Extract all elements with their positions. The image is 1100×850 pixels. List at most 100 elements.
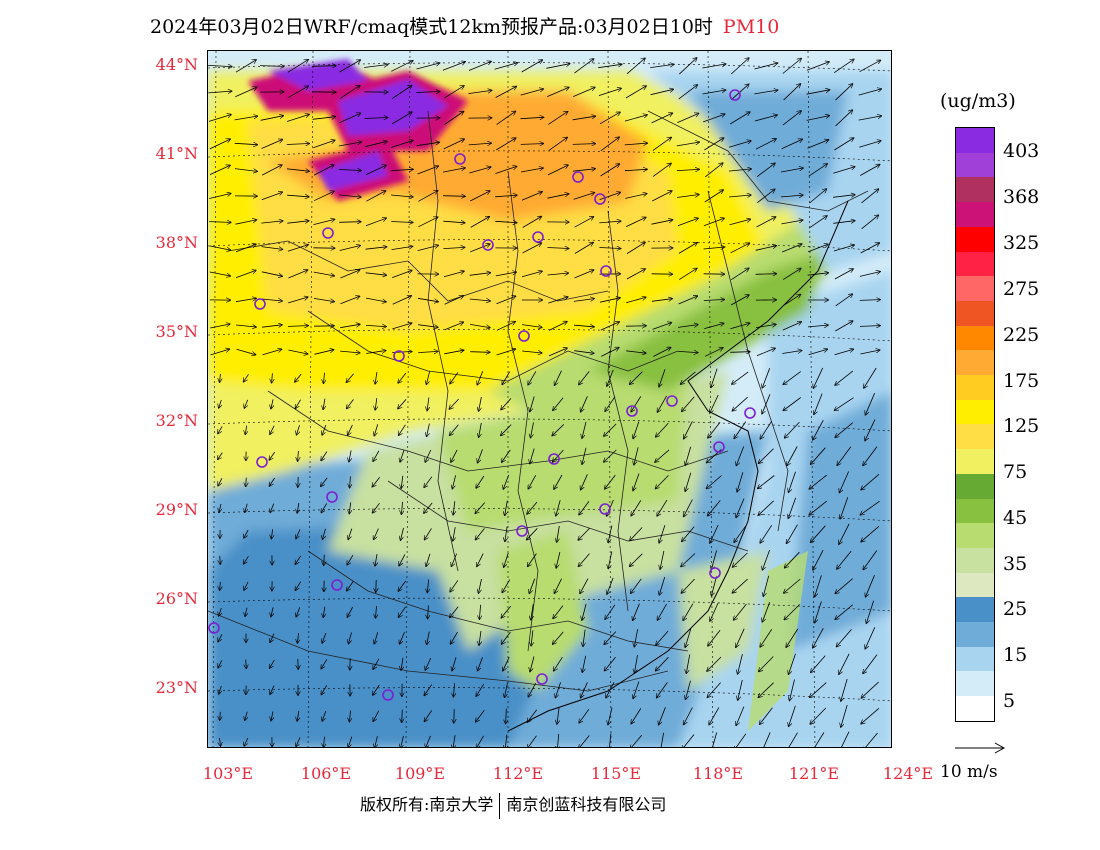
wind-arrow	[599, 112, 620, 125]
wind-arrow	[657, 499, 668, 516]
wind-arrow	[807, 325, 828, 327]
city-marker[interactable]	[326, 491, 338, 503]
city-marker[interactable]	[482, 239, 494, 251]
wind-arrow	[676, 169, 699, 170]
wind-arrow	[313, 219, 335, 225]
wind-arrow	[630, 734, 643, 747]
map-title: 2024年03月02日WRF/cmaq模式12km预报产品:03月02日10时 P…	[150, 12, 970, 39]
wind-arrow	[287, 326, 308, 327]
wind-arrow	[787, 732, 798, 747]
wind-arrow	[756, 163, 775, 178]
wind-arrow	[522, 243, 542, 254]
wind-arrow	[261, 221, 282, 223]
city-marker[interactable]	[594, 193, 606, 205]
wind-arrow	[451, 631, 458, 644]
wind-arrow	[271, 607, 273, 616]
wind-arrow	[347, 581, 354, 590]
wind-arrow	[244, 556, 249, 563]
city-marker[interactable]	[532, 231, 544, 243]
color-bar-segment	[956, 523, 994, 548]
wind-arrow	[426, 553, 431, 567]
wind-arrow	[365, 297, 386, 302]
wind-arrow	[684, 421, 693, 438]
city-marker[interactable]	[393, 350, 405, 362]
city-marker[interactable]	[600, 265, 612, 277]
city-marker[interactable]	[548, 453, 560, 465]
wind-arrow	[496, 111, 516, 125]
city-marker[interactable]	[256, 456, 268, 468]
wind-arrow	[269, 477, 275, 486]
wind-arrow	[286, 115, 309, 122]
wind-arrow	[606, 682, 615, 697]
city-marker[interactable]	[536, 673, 548, 685]
wind-arrow	[234, 143, 258, 144]
wind-arrow	[704, 323, 723, 329]
city-marker[interactable]	[709, 567, 721, 579]
wind-arrow	[338, 170, 361, 171]
wind-arrow	[656, 657, 669, 670]
wind-arrow	[476, 475, 485, 488]
wind-arrow	[398, 606, 406, 617]
wind-arrow	[287, 195, 309, 197]
wind-arrow	[704, 138, 723, 151]
city-marker[interactable]	[729, 89, 741, 101]
wind-arrow	[349, 632, 352, 644]
wind-arrow	[270, 503, 275, 513]
wind-arrow	[859, 141, 881, 148]
wind-arrow	[470, 191, 490, 202]
wind-reference-arrow	[955, 742, 1006, 754]
wind-arrow	[784, 604, 800, 619]
wind-arrow	[372, 477, 381, 486]
wind-arrow	[785, 551, 800, 568]
city-marker[interactable]	[254, 298, 266, 310]
color-bar-segment	[956, 226, 994, 252]
wind-arrow	[427, 579, 428, 593]
city-marker[interactable]	[208, 622, 220, 634]
wind-arrow	[495, 166, 516, 174]
city-marker[interactable]	[666, 395, 678, 407]
wind-arrow	[236, 348, 256, 354]
wind-arrow	[703, 218, 724, 227]
city-marker[interactable]	[518, 330, 530, 342]
pm10-map[interactable]	[207, 50, 892, 748]
wind-arrow	[235, 298, 256, 303]
city-marker[interactable]	[454, 153, 466, 165]
wind-arrow	[833, 221, 854, 224]
wind-arrow	[298, 450, 299, 461]
wind-arrow	[400, 449, 405, 462]
wind-arrow	[861, 189, 879, 204]
city-marker[interactable]	[626, 405, 638, 417]
wind-arrow	[477, 371, 484, 384]
wind-arrow	[624, 115, 647, 122]
wind-arrow	[557, 733, 558, 747]
city-marker[interactable]	[331, 579, 343, 591]
city-marker[interactable]	[322, 227, 334, 239]
legend-label: 175	[1003, 370, 1040, 392]
wind-arrow	[858, 116, 882, 121]
wind-arrow	[582, 603, 587, 620]
wind-arrow	[469, 167, 490, 174]
wind-arrow	[833, 195, 855, 198]
wind-arrow	[760, 628, 773, 647]
wind-arrow	[270, 659, 275, 668]
wind-arrow	[209, 245, 231, 250]
wind-arrow	[678, 351, 698, 352]
wind-arrow	[520, 144, 544, 145]
city-marker[interactable]	[382, 689, 394, 701]
city-marker[interactable]	[572, 171, 584, 183]
wind-arrow	[208, 65, 232, 66]
wind-arrow	[783, 84, 801, 101]
wind-arrow	[732, 371, 749, 384]
wind-arrow	[839, 653, 850, 674]
city-marker[interactable]	[744, 407, 756, 419]
wind-arrow	[442, 168, 465, 173]
city-marker[interactable]	[713, 441, 725, 453]
wind-arrow	[340, 296, 360, 305]
city-marker[interactable]	[516, 525, 528, 537]
wind-arrow	[676, 142, 699, 147]
wind-arrow	[453, 501, 455, 515]
wind-arrow	[502, 449, 511, 462]
city-marker[interactable]	[599, 503, 611, 515]
wind-arrow	[754, 63, 778, 70]
wind-arrow	[679, 58, 696, 75]
